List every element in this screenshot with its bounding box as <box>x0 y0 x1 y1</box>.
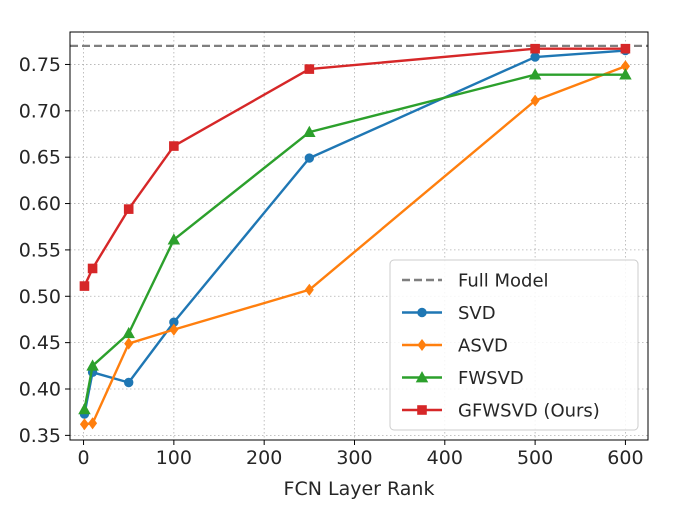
y-tick-label: 0.40 <box>19 379 61 401</box>
series-1 <box>79 60 630 431</box>
legend-label: ASVD <box>458 336 508 357</box>
x-tick-label: 100 <box>156 447 192 469</box>
data-point <box>122 326 135 339</box>
data-point <box>79 418 89 431</box>
data-point <box>304 283 314 296</box>
data-point <box>124 377 134 388</box>
data-point <box>303 125 316 137</box>
x-tick-label: 500 <box>517 447 553 469</box>
series-2 <box>78 68 632 415</box>
legend-label: GFWSVD (Ours) <box>458 401 600 422</box>
data-point <box>123 204 134 214</box>
legend-marker <box>417 307 427 318</box>
x-tick-label: 200 <box>246 447 282 469</box>
plot-frame <box>69 31 649 441</box>
legend-item: Full Model <box>402 271 549 292</box>
data-point <box>87 263 98 274</box>
data-point <box>530 52 540 62</box>
legend-marker <box>417 405 427 415</box>
legend-item: ASVD <box>402 336 508 357</box>
data-point <box>86 359 99 371</box>
data-point <box>124 337 134 350</box>
x-tick-label: 300 <box>336 447 372 469</box>
data-point <box>169 141 179 151</box>
legend-item: SVD <box>402 303 496 324</box>
x-tick-label: 400 <box>427 447 463 469</box>
legend-marker <box>417 338 427 352</box>
data-point <box>304 64 315 74</box>
y-tick-label: 0.35 <box>19 425 61 447</box>
data-point <box>169 323 179 336</box>
data-point <box>88 417 98 430</box>
data-point <box>620 43 631 54</box>
data-point <box>167 233 181 245</box>
y-tick-label: 0.50 <box>19 286 61 308</box>
legend-box <box>389 259 639 431</box>
data-point <box>528 68 542 80</box>
legend: Full Model SVD ASVD FWSVD GFWSVD (Ours) <box>389 259 639 431</box>
y-tick-label: 0.55 <box>19 239 61 261</box>
y-tick-label: 0.65 <box>19 147 61 169</box>
data-point <box>304 153 315 163</box>
x-tick-label: 600 <box>607 447 643 469</box>
legend-item: FWSVD <box>402 368 524 389</box>
y-tick-label: 0.70 <box>19 100 61 122</box>
legend-marker <box>415 371 429 383</box>
y-tick-label: 0.45 <box>19 332 61 354</box>
legend-item: GFWSVD (Ours) <box>402 401 600 422</box>
data-point <box>530 43 540 54</box>
legend-label: SVD <box>458 303 496 324</box>
data-point <box>619 68 632 80</box>
x-axis-title: FCN Layer Rank <box>284 478 435 500</box>
y-tick-label: 0.75 <box>19 54 61 76</box>
data-point <box>79 281 90 291</box>
legend-label: FWSVD <box>458 368 524 389</box>
data-point <box>530 94 540 107</box>
y-tick-label: 0.60 <box>19 193 61 215</box>
x-tick-label: 0 <box>78 447 90 469</box>
legend-label: Full Model <box>458 271 549 292</box>
data-point <box>78 402 91 415</box>
series-3 <box>79 43 631 291</box>
